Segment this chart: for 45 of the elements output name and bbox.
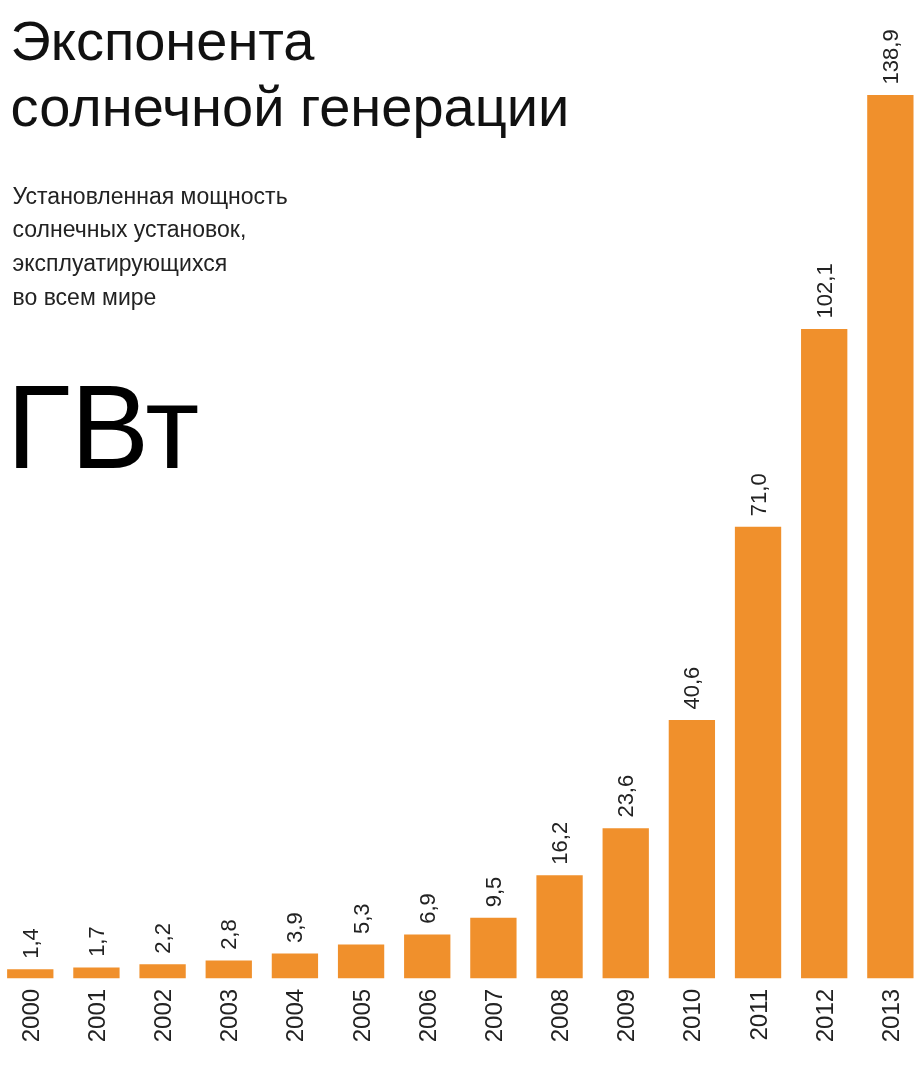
data-label: 40,6 <box>679 666 705 710</box>
x-tick-label: 2010 <box>678 988 706 1043</box>
data-label: 138,9 <box>877 29 903 85</box>
bar <box>73 967 120 979</box>
bar <box>271 953 319 979</box>
x-tick-label: 2002 <box>149 988 177 1043</box>
bar <box>337 944 385 979</box>
bar <box>668 720 716 979</box>
data-label: 102,1 <box>811 263 837 319</box>
bar <box>404 934 451 979</box>
x-tick-label: 2005 <box>347 988 375 1043</box>
data-label: 23,6 <box>613 774 639 818</box>
x-tick-label: 2009 <box>612 988 640 1043</box>
bar <box>470 917 517 979</box>
data-label: 1,7 <box>83 926 109 957</box>
bar <box>536 875 583 979</box>
x-tick-label: 2008 <box>546 988 574 1043</box>
x-tick-label: 2011 <box>744 988 772 1041</box>
x-tick-label: 2004 <box>281 988 309 1043</box>
data-label: 1,4 <box>17 928 43 959</box>
bar <box>867 95 914 979</box>
bar <box>139 964 186 979</box>
x-tick-label: 2001 <box>82 988 110 1043</box>
text: Установленная мощность солнечных установок, эксплуатирующихся во всем мире <box>12 182 288 310</box>
bar <box>801 329 848 979</box>
x-tick-label: 2013 <box>876 988 904 1043</box>
bar <box>7 969 54 979</box>
bar <box>205 960 252 979</box>
data-label: 16,2 <box>547 821 573 865</box>
bar <box>602 828 649 979</box>
data-label: 9,5 <box>480 876 506 908</box>
x-tick-label: 2007 <box>479 988 507 1043</box>
bar <box>734 526 782 979</box>
x-tick-label: 2003 <box>215 988 243 1043</box>
x-tick-label: 2012 <box>810 988 838 1043</box>
chart-title: Экспонента солнечной генерации <box>10 8 570 138</box>
data-label: 3,9 <box>282 912 308 943</box>
data-label: 5,3 <box>348 903 374 934</box>
x-tick-label: 2006 <box>413 988 441 1043</box>
data-label: 6,9 <box>414 893 440 924</box>
data-label: 2,2 <box>150 923 176 954</box>
y-axis-title: ГВт <box>6 360 200 493</box>
data-label: 71,0 <box>745 473 771 517</box>
data-label: 2,8 <box>216 919 242 950</box>
x-tick-label: 2000 <box>16 988 44 1043</box>
